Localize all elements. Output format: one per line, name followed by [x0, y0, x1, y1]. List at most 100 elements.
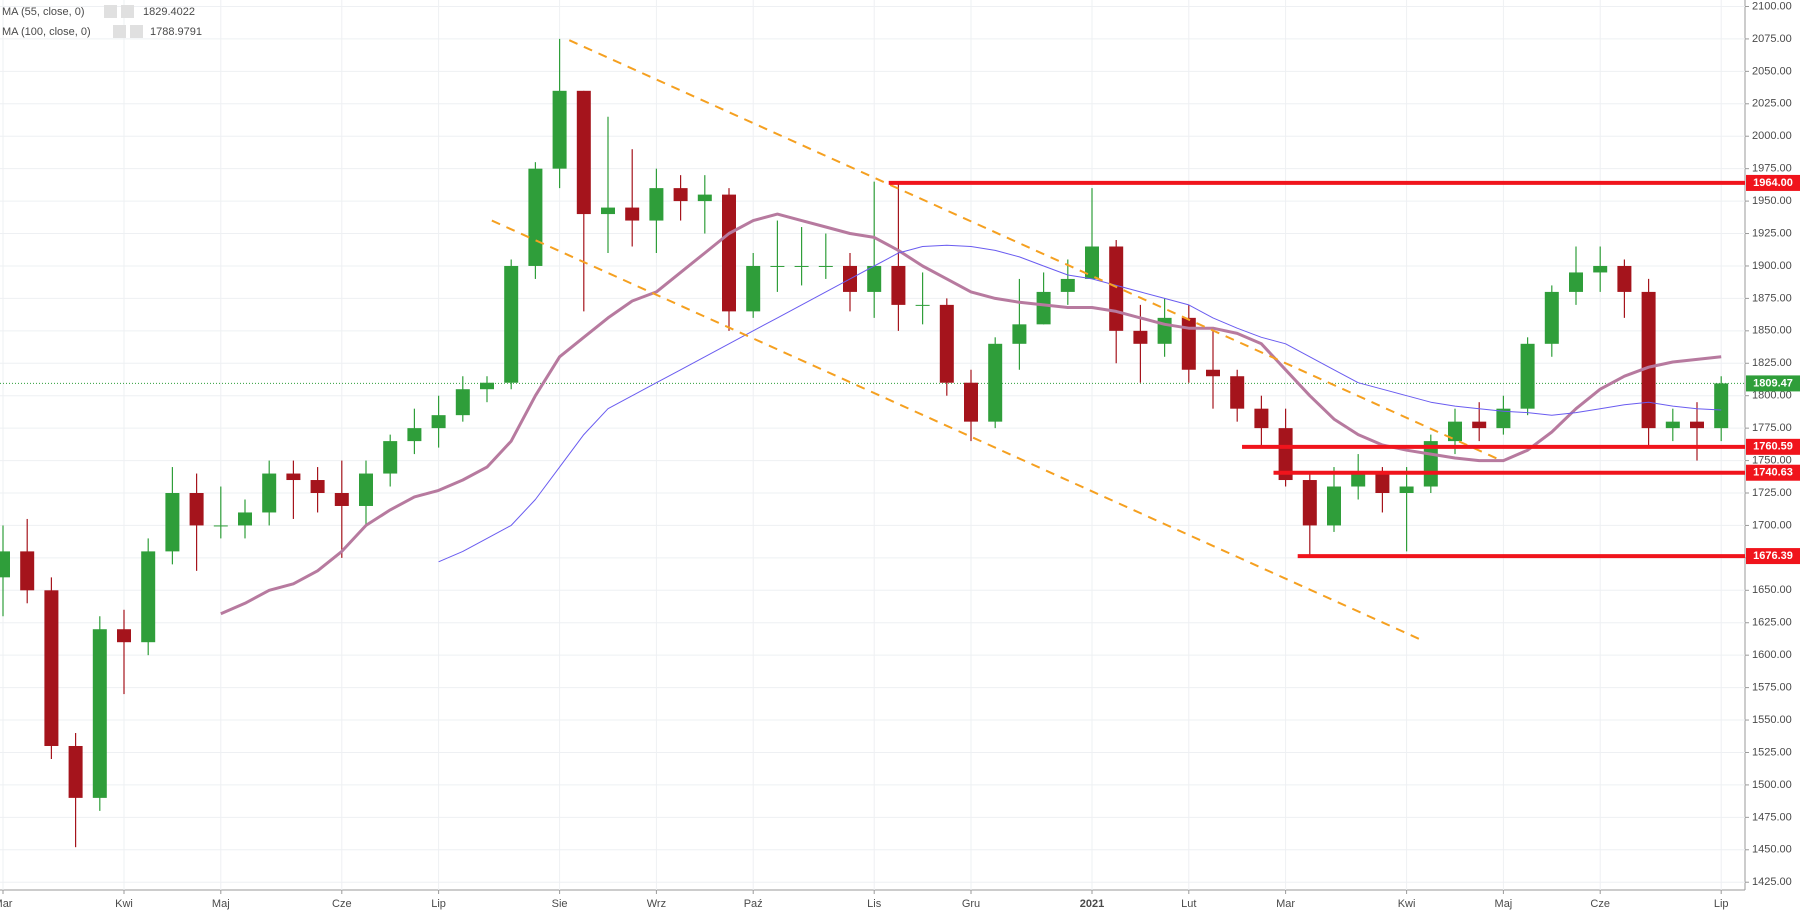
level-label: 1760.59	[1753, 441, 1793, 453]
candle-body	[92, 629, 107, 798]
y-tick-label: 1900.00	[1752, 260, 1792, 272]
candle-body	[431, 415, 446, 429]
candle-body	[1060, 278, 1075, 292]
x-tick-label: Lut	[1181, 898, 1196, 910]
legend-label: MA (100, close, 0)	[2, 26, 91, 38]
level-label: 1740.63	[1753, 467, 1793, 479]
candle-body	[455, 389, 470, 416]
candle-body	[1327, 486, 1341, 526]
candle-body	[770, 265, 785, 267]
candle-body	[939, 304, 954, 383]
x-tick-label: Lip	[1714, 898, 1729, 910]
candle-body	[262, 473, 277, 513]
candle-body	[1593, 265, 1608, 273]
candle-body	[794, 265, 809, 267]
candle-body	[746, 265, 761, 312]
candle-body	[1302, 480, 1317, 526]
candle-body	[867, 265, 882, 292]
candle-body	[1569, 272, 1583, 292]
candle-body	[673, 188, 688, 202]
candle-body	[649, 188, 664, 221]
moving-average-line	[220, 212, 1722, 616]
candle-body	[891, 265, 906, 305]
candle-body	[359, 473, 373, 506]
x-tick-label: Lis	[867, 898, 882, 910]
candle-body	[1133, 330, 1148, 344]
trend-line	[568, 39, 1499, 461]
settings-icon[interactable]	[104, 5, 117, 18]
y-tick-label: 1850.00	[1752, 325, 1792, 337]
x-tick-label: 2021	[1080, 898, 1104, 910]
candle-body	[1544, 291, 1559, 344]
candle-body	[68, 745, 83, 798]
candle-body	[238, 512, 252, 526]
candle-body	[165, 493, 180, 552]
y-tick-label: 2025.00	[1752, 98, 1792, 110]
candle-body	[1448, 421, 1462, 442]
candle-body	[722, 194, 736, 312]
x-tick-label: Mar	[1276, 898, 1295, 910]
candle-body	[1206, 369, 1220, 377]
candle-body	[576, 90, 591, 215]
candle-body	[189, 493, 204, 526]
y-tick-label: 1575.00	[1752, 682, 1792, 694]
candle-body	[1036, 291, 1051, 325]
grid	[0, 0, 1745, 890]
x-tick-label: Sie	[552, 898, 568, 910]
x-tick-label: Wrz	[647, 898, 666, 910]
y-tick-label: 1450.00	[1752, 844, 1792, 856]
candle-body	[1399, 486, 1414, 494]
moving-average-line	[438, 244, 1722, 563]
candle-body	[1690, 421, 1704, 429]
candle-body	[1375, 473, 1390, 494]
candle-body	[1109, 246, 1124, 331]
candle-body	[480, 382, 494, 390]
legend-value: 1829.4022	[143, 6, 195, 18]
legend-label: MA (55, close, 0)	[2, 6, 85, 18]
y-tick-label: 1950.00	[1752, 195, 1792, 207]
remove-icon[interactable]	[121, 5, 134, 18]
candle-body	[1496, 408, 1511, 429]
candle-body	[504, 265, 519, 383]
x-tick-label: Gru	[962, 898, 980, 910]
x-tick-label: Kwi	[115, 898, 133, 910]
y-tick-label: 2050.00	[1752, 65, 1792, 77]
candle-body	[1665, 421, 1680, 429]
level-label: 1676.39	[1753, 550, 1793, 562]
x-tick-label: Cze	[1590, 898, 1610, 910]
candle-body	[1278, 428, 1293, 481]
x-tick-label: Maj	[1495, 898, 1513, 910]
settings-icon[interactable]	[113, 25, 126, 38]
trend-line	[491, 219, 1424, 642]
level-label-box	[1746, 548, 1800, 565]
candle-body	[625, 207, 640, 221]
plot-area	[0, 38, 1745, 848]
candle-body	[601, 207, 615, 215]
candle-body	[1520, 343, 1535, 409]
candle-body	[334, 493, 349, 506]
candle-body	[407, 428, 422, 442]
remove-icon[interactable]	[130, 25, 143, 38]
y-tick-label: 1800.00	[1752, 390, 1792, 402]
x-tick-label: Maj	[212, 898, 230, 910]
candle-body	[0, 551, 10, 578]
candle-body	[1351, 473, 1366, 487]
candle-body	[1641, 291, 1656, 429]
candle-body	[141, 551, 156, 643]
y-tick-label: 1725.00	[1752, 487, 1792, 499]
candle-body	[213, 525, 228, 527]
candle-body	[1714, 383, 1729, 429]
candle-body	[1472, 421, 1487, 429]
legend: MA (55, close, 0) 1829.4022 MA (100, clo…	[2, 5, 202, 38]
candle-body	[964, 382, 978, 422]
y-tick-label: 1700.00	[1752, 519, 1792, 531]
candle-body	[1085, 246, 1099, 279]
y-tick-label: 1650.00	[1752, 584, 1792, 596]
x-tick-label: Lip	[431, 898, 446, 910]
candle-body	[1181, 317, 1196, 370]
last-price-label: 1809.47	[1753, 377, 1793, 389]
level-label-box	[1746, 438, 1800, 455]
candle-body	[117, 629, 131, 643]
candle-body	[286, 473, 301, 481]
